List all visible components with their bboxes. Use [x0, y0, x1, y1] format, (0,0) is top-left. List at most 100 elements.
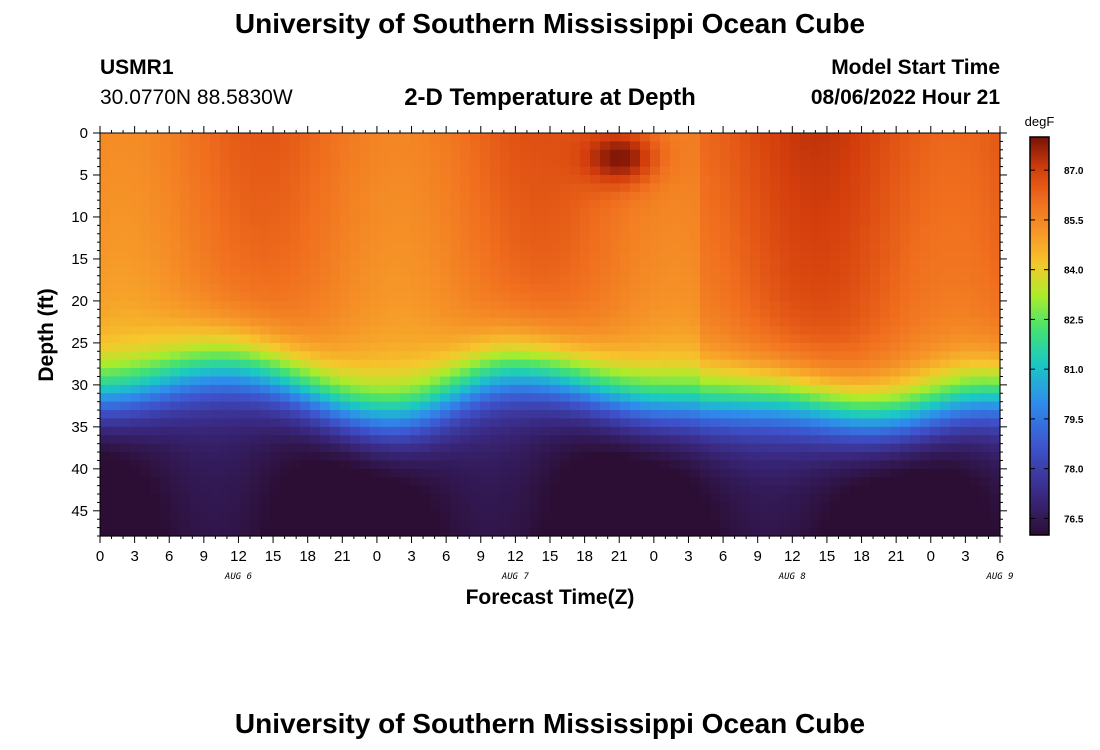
heatmap-cell	[730, 468, 741, 478]
heatmap-cell	[490, 267, 501, 277]
heatmap-cell	[130, 258, 141, 268]
heatmap-cell	[690, 225, 701, 235]
heatmap-cell	[960, 242, 971, 252]
heatmap-cell	[560, 158, 571, 168]
heatmap-cell	[950, 368, 961, 378]
heatmap-cell	[860, 174, 871, 184]
heatmap-cell	[220, 258, 231, 268]
heatmap-cell	[570, 494, 581, 504]
heatmap-cell	[110, 326, 121, 336]
heatmap-cell	[780, 225, 791, 235]
heatmap-cell	[800, 258, 811, 268]
heatmap-cell	[960, 485, 971, 495]
heatmap-cell	[710, 334, 721, 344]
heatmap-cell	[370, 309, 381, 319]
heatmap-cell	[200, 225, 211, 235]
heatmap-cell	[280, 258, 291, 268]
heatmap-cell	[130, 317, 141, 327]
heatmap-cell	[820, 384, 831, 394]
heatmap-cell	[990, 384, 1001, 394]
heatmap-cell	[790, 510, 801, 520]
heatmap-cell	[690, 502, 701, 512]
heatmap-cell	[950, 510, 961, 520]
heatmap-cell	[540, 502, 551, 512]
heatmap-cell	[970, 292, 981, 302]
heatmap-cell	[800, 141, 811, 151]
heatmap-cell	[560, 200, 571, 210]
heatmap-cell	[870, 426, 881, 436]
heatmap-cell	[150, 359, 161, 369]
heatmap-cell	[220, 359, 231, 369]
heatmap-cell	[640, 191, 651, 201]
heatmap-cell	[410, 519, 421, 529]
heatmap-cell	[300, 485, 311, 495]
heatmap-cell	[150, 418, 161, 428]
heatmap-cell	[420, 317, 431, 327]
heatmap-cell	[300, 149, 311, 159]
heatmap-cell	[860, 158, 871, 168]
heatmap-cell	[650, 267, 661, 277]
heatmap-cell	[830, 435, 841, 445]
heatmap-cell	[890, 158, 901, 168]
heatmap-cell	[960, 393, 971, 403]
heatmap-cell	[680, 468, 691, 478]
heatmap-cell	[340, 418, 351, 428]
heatmap-cell	[340, 443, 351, 453]
heatmap-cell	[590, 376, 601, 386]
heatmap-cell	[990, 468, 1001, 478]
heatmap-cell	[690, 460, 701, 470]
heatmap-cell	[510, 317, 521, 327]
heatmap-cell	[570, 334, 581, 344]
heatmap-cell	[610, 284, 621, 294]
heatmap-cell	[290, 510, 301, 520]
heatmap-cell	[510, 452, 521, 462]
heatmap-cell	[120, 300, 131, 310]
heatmap-cell	[440, 233, 451, 243]
heatmap-cell	[450, 250, 461, 260]
heatmap-cell	[830, 410, 841, 420]
heatmap-cell	[240, 510, 251, 520]
heatmap-cell	[540, 326, 551, 336]
heatmap-cell	[760, 141, 771, 151]
heatmap-cell	[770, 359, 781, 369]
heatmap-cell	[660, 183, 671, 193]
heatmap-cell	[270, 510, 281, 520]
heatmap-cell	[630, 183, 641, 193]
heatmap-cell	[290, 275, 301, 285]
heatmap-cell	[430, 208, 441, 218]
heatmap-cell	[240, 149, 251, 159]
heatmap-cell	[980, 225, 991, 235]
heatmap-cell	[330, 200, 341, 210]
heatmap-cell	[990, 141, 1001, 151]
heatmap-cell	[860, 510, 871, 520]
heatmap-cell	[110, 300, 121, 310]
heatmap-cell	[750, 225, 761, 235]
heatmap-cell	[830, 267, 841, 277]
heatmap-cell	[360, 351, 371, 361]
heatmap-cell	[320, 258, 331, 268]
heatmap-cell	[710, 519, 721, 529]
heatmap-cell	[180, 200, 191, 210]
heatmap-cell	[140, 342, 151, 352]
heatmap-cell	[440, 200, 451, 210]
heatmap-cell	[180, 359, 191, 369]
heatmap-cell	[510, 342, 521, 352]
heatmap-cell	[800, 401, 811, 411]
heatmap-cell	[730, 443, 741, 453]
heatmap-cell	[860, 191, 871, 201]
heatmap-cell	[430, 452, 441, 462]
heatmap-cell	[470, 149, 481, 159]
heatmap-cell	[130, 233, 141, 243]
heatmap-cell	[610, 275, 621, 285]
heatmap-cell	[200, 460, 211, 470]
heatmap-cell	[910, 242, 921, 252]
heatmap-cell	[330, 149, 341, 159]
heatmap-cell	[840, 267, 851, 277]
heatmap-cell	[960, 376, 971, 386]
heatmap-cell	[390, 410, 401, 420]
heatmap-cell	[360, 300, 371, 310]
heatmap-cell	[200, 510, 211, 520]
heatmap-cell	[370, 376, 381, 386]
heatmap-cell	[250, 166, 261, 176]
heatmap-cell	[230, 275, 241, 285]
